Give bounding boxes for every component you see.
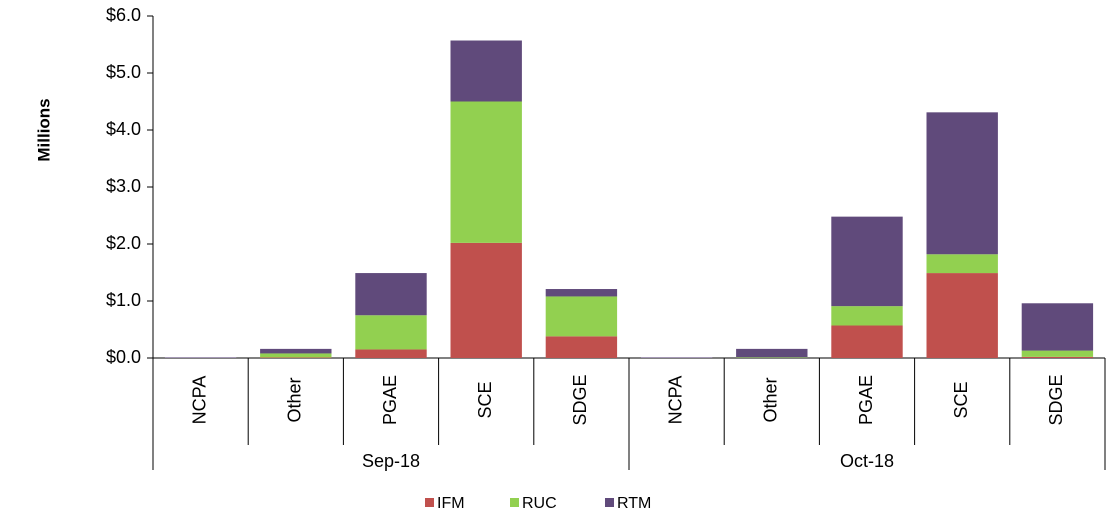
y-axis-label: Millions [34,98,53,161]
bar-segment [450,101,522,243]
bar-segment [831,216,903,307]
bar-segment [450,40,522,102]
bar-segment [926,254,998,274]
bar-segment [545,296,618,337]
legend-label: RUC [522,495,557,512]
bar-segment [260,353,332,358]
bar-segment [1021,303,1094,351]
y-tick-label: $1.0 [106,290,141,310]
y-tick-label: $5.0 [106,62,141,82]
legend-swatch [425,498,434,507]
bar-segment [164,357,237,358]
x-tick-label: NCPA [189,376,209,425]
legend-label: RTM [617,495,651,512]
bar-segment [260,357,332,358]
x-tick-label: Other [285,377,305,422]
bar-segment [736,348,808,358]
x-tick-label: Other [761,377,781,422]
bar-segment [545,336,618,358]
bar-segment [926,112,998,255]
bar-segment [260,348,332,354]
bar-segment [831,306,903,326]
bar-segment [355,349,427,358]
y-tick-label: $4.0 [106,119,141,139]
bar-segment [355,273,427,316]
x-tick-label: NCPA [665,376,685,425]
bar-segment [545,289,618,297]
y-tick-label: $3.0 [106,176,141,196]
legend-swatch [510,498,519,507]
bar-segment [736,357,808,358]
y-tick-label: $2.0 [106,233,141,253]
bar-segment [450,242,522,358]
bar-segment [831,325,903,358]
group-label: Sep-18 [362,451,420,471]
x-tick-label: SCE [475,381,495,418]
x-tick-label: SDGE [1046,374,1066,425]
x-tick-label: PGAE [856,375,876,425]
bar-segment [640,357,713,358]
x-tick-label: PGAE [380,375,400,425]
y-tick-label: $6.0 [106,5,141,25]
legend-label: IFM [437,495,465,512]
bar-segment [1021,356,1094,358]
y-tick-label: $0.0 [106,347,141,367]
group-label: Oct-18 [840,451,894,471]
x-tick-label: SDGE [570,374,590,425]
x-tick-label: SCE [951,381,971,418]
legend-swatch [605,498,614,507]
bar-segment [355,315,427,350]
bar-segment [1021,350,1094,357]
bar-segment [926,273,998,358]
